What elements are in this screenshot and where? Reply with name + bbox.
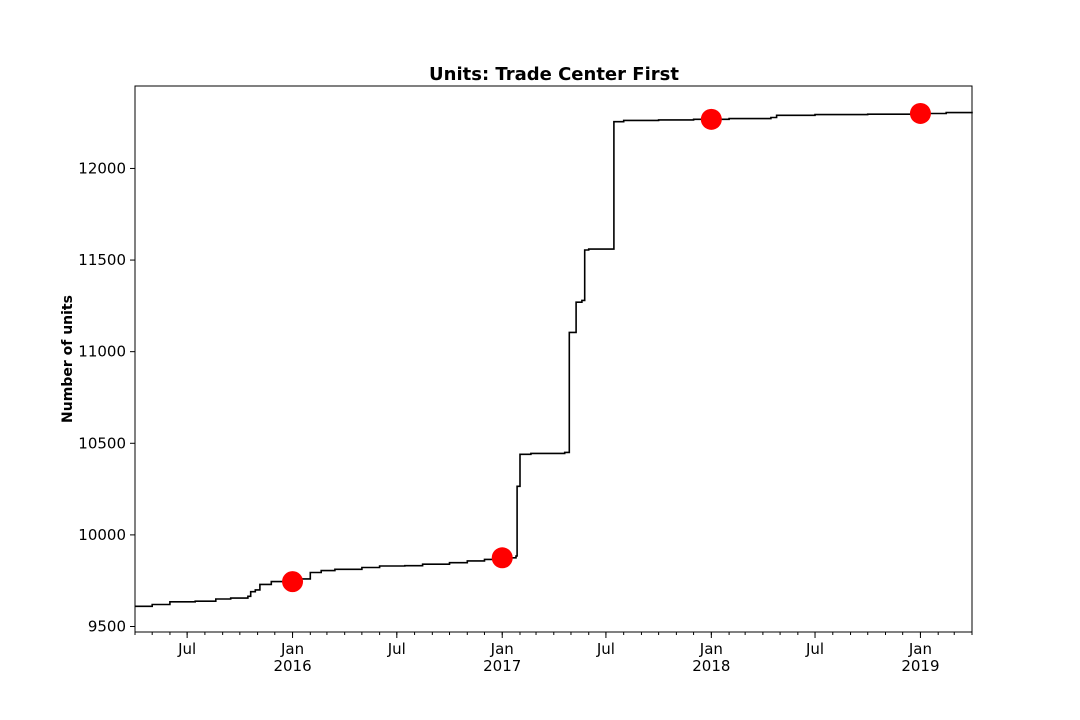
marker-2017-01-01: [491, 547, 513, 569]
x-tick-label-2018-07-01: Jul: [805, 640, 824, 658]
marker-2016-01-01: [282, 571, 304, 593]
y-tick-label-11500: 11500: [78, 251, 126, 269]
x-tick-label-2015-07-01: Jul: [177, 640, 196, 658]
y-tick-label-10500: 10500: [78, 434, 126, 452]
x-tick-label-2016-01-01: Jan: [280, 640, 304, 658]
y-tick-label-11000: 11000: [78, 343, 126, 361]
y-tick-label-9500: 9500: [88, 618, 126, 636]
marker-2018-01-01: [700, 108, 722, 130]
chart-title: Units: Trade Center First: [429, 64, 679, 85]
x-tick-label-2018-01-01: Jan: [699, 640, 723, 658]
y-tick-label-10000: 10000: [78, 526, 126, 544]
x-tick-label-2017-01-01: Jan: [490, 640, 514, 658]
x-tick-year-2019-01-01: 2019: [901, 657, 939, 675]
marker-2019-01-01: [909, 102, 931, 124]
x-tick-year-2017-01-01: 2017: [483, 657, 521, 675]
x-tick-year-2016-01-01: 2016: [273, 657, 311, 675]
x-tick-label-2019-01-01: Jan: [908, 640, 932, 658]
x-tick-label-2017-07-01: Jul: [596, 640, 615, 658]
x-tick-label-2016-07-01: Jul: [387, 640, 406, 658]
x-tick-year-2018-01-01: 2018: [692, 657, 730, 675]
y-tick-label-12000: 12000: [78, 159, 126, 177]
y-axis-label: Number of units: [60, 295, 76, 423]
series-line-0: [135, 111, 973, 608]
plot-frame: [134, 85, 973, 633]
